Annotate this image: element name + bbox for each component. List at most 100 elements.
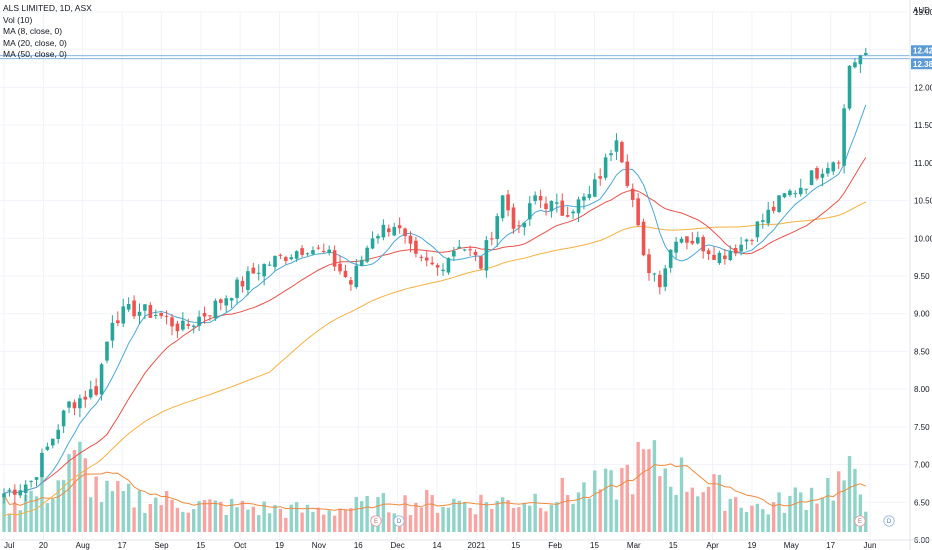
x-tick-label: Apr bbox=[706, 541, 719, 550]
volume-bar bbox=[847, 455, 852, 532]
candle-body bbox=[387, 228, 391, 233]
candle-body bbox=[213, 300, 218, 319]
volume-bar bbox=[793, 487, 798, 532]
volume-bar bbox=[132, 507, 136, 532]
volume-bar bbox=[213, 500, 218, 532]
volume-bar bbox=[647, 449, 651, 532]
candle-body bbox=[88, 389, 93, 398]
candle-body bbox=[739, 244, 743, 252]
x-tick-label: 16 bbox=[354, 541, 363, 550]
candle-body bbox=[67, 401, 71, 408]
volume-bar bbox=[538, 508, 543, 532]
candle-body bbox=[311, 250, 315, 255]
volume-bar bbox=[739, 507, 743, 532]
candle-body bbox=[723, 255, 727, 260]
volume-bar bbox=[365, 495, 369, 532]
volume-bar bbox=[495, 500, 499, 532]
candle-body bbox=[72, 402, 77, 409]
volume-bar bbox=[593, 470, 597, 532]
volume-bar bbox=[815, 503, 819, 532]
candle-body bbox=[815, 167, 819, 179]
candle-body bbox=[555, 202, 559, 204]
candle-body bbox=[663, 268, 668, 287]
volume-bar bbox=[446, 507, 451, 532]
candle-body bbox=[365, 247, 369, 262]
candle-body bbox=[284, 257, 288, 261]
candle-body bbox=[338, 263, 342, 272]
candle-body bbox=[29, 481, 33, 483]
volume-bar bbox=[620, 468, 624, 532]
volume-bar bbox=[696, 496, 700, 532]
volume-bar bbox=[782, 512, 787, 532]
candle-body bbox=[500, 195, 505, 219]
volume-bar bbox=[159, 505, 163, 532]
volume-bar bbox=[468, 507, 472, 532]
candle-body bbox=[679, 238, 684, 243]
candle-body bbox=[820, 173, 825, 178]
volume-bar bbox=[652, 440, 657, 532]
y-tick-label: 10.50 bbox=[914, 197, 932, 206]
candle-body bbox=[565, 215, 570, 217]
volume-bar bbox=[631, 494, 635, 532]
volume-bar bbox=[284, 517, 288, 532]
volume-bar bbox=[777, 492, 781, 532]
volume-bar bbox=[761, 509, 765, 532]
volume-bar bbox=[164, 491, 169, 532]
candle-body bbox=[246, 271, 250, 290]
legend-ma20: MA (20, close, 0) bbox=[3, 37, 67, 48]
candle-body bbox=[652, 273, 657, 275]
volume-bar bbox=[154, 497, 158, 532]
x-tick-label: 14 bbox=[433, 541, 442, 550]
volume-bar bbox=[45, 503, 50, 532]
volume-bar bbox=[332, 515, 337, 532]
candle-body bbox=[94, 386, 98, 395]
volume-bar bbox=[490, 509, 494, 532]
candle-body bbox=[506, 194, 510, 211]
candle-body bbox=[614, 140, 619, 152]
candle-body bbox=[316, 247, 321, 249]
candle-body bbox=[99, 364, 104, 395]
candle-body bbox=[658, 274, 662, 288]
candle-body bbox=[544, 203, 548, 210]
candle-body bbox=[576, 199, 581, 214]
x-tick-label: Nov bbox=[312, 541, 326, 550]
volume-bar bbox=[99, 502, 104, 532]
volume-bar bbox=[831, 500, 835, 532]
candle-body bbox=[685, 236, 689, 243]
legend-ma8: MA (8, close, 0) bbox=[3, 26, 63, 36]
volume-bar bbox=[430, 495, 434, 532]
volume-bar bbox=[18, 510, 22, 532]
volume-bar bbox=[858, 494, 863, 532]
x-tick-label: May bbox=[784, 541, 799, 550]
candle-body bbox=[625, 161, 630, 186]
volume-bar bbox=[202, 500, 207, 532]
price-tag bbox=[911, 45, 932, 57]
candle-body bbox=[256, 272, 261, 274]
price-tag-label: 12.38 bbox=[913, 60, 932, 69]
x-tick-label: 20 bbox=[39, 541, 48, 550]
volume-bar bbox=[29, 490, 33, 532]
volume-bar bbox=[717, 474, 722, 532]
volume-bar bbox=[576, 492, 581, 532]
candle-body bbox=[462, 249, 467, 251]
volume-bar bbox=[316, 507, 321, 532]
candle-body bbox=[771, 206, 776, 211]
y-tick-label: 7.00 bbox=[914, 461, 930, 470]
volume-bar bbox=[262, 501, 266, 532]
volume-bar bbox=[294, 502, 299, 532]
event-marker bbox=[883, 515, 895, 527]
volume-bar bbox=[571, 503, 575, 532]
x-tick-label: 17 bbox=[118, 541, 127, 550]
volume-bar bbox=[240, 500, 245, 532]
chart-legend: ALS LIMITED, 1D, ASX Vol (10) MA (8, clo… bbox=[3, 3, 92, 61]
candle-body bbox=[61, 410, 66, 427]
volume-bar bbox=[229, 498, 234, 532]
candle-body bbox=[262, 264, 266, 277]
volume-bar bbox=[723, 510, 727, 532]
volume-bar bbox=[186, 512, 190, 532]
volume-bar bbox=[289, 504, 293, 532]
price-tag-label: 12.42 bbox=[913, 47, 932, 56]
volume-bar bbox=[121, 491, 125, 532]
volume-bar bbox=[690, 487, 695, 532]
